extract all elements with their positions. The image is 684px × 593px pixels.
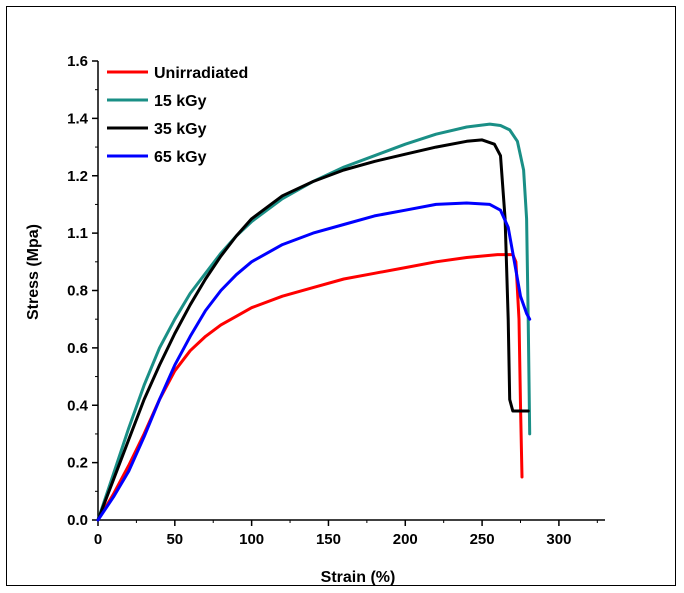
y-tick-label: 1.6	[67, 53, 88, 70]
x-tick-label: 200	[393, 531, 418, 548]
legend-label: 35 kGy	[154, 121, 207, 138]
legend: Unirradiated 15 kGy 35 kGy 65 kGy	[107, 65, 248, 166]
series-line-4	[96, 201, 532, 522]
x-tick-label: 150	[316, 531, 341, 548]
y-tick-label: 1.2	[67, 168, 88, 185]
x-tick-label: 0	[94, 531, 102, 548]
legend-label: 65 kGy	[154, 149, 207, 166]
axes: 0.0 0.2 0.4 0.6 0.8 1.1 1.2 1.4 1.6 0 50 100 150 200 2…	[67, 53, 605, 548]
y-tick-label: 1.1	[67, 225, 88, 242]
series-line-3	[96, 138, 530, 522]
y-tick-label: 0.8	[67, 283, 88, 300]
y-axis-title: Stress (Mpa)	[25, 224, 42, 320]
x-tick-label: 250	[470, 531, 495, 548]
y-tick-label: 0.2	[67, 455, 88, 472]
y-tick-label: 1.4	[67, 110, 89, 127]
x-tick-label: 50	[166, 531, 183, 548]
x-tick-label: 100	[239, 531, 264, 548]
series-layer	[96, 122, 532, 522]
x-axis-title: Strain (%)	[321, 569, 396, 586]
y-tick-label: 0.4	[67, 397, 89, 414]
series-line-1	[96, 253, 524, 522]
y-tick-label: 0.0	[67, 512, 88, 529]
legend-label: 15 kGy	[154, 93, 207, 110]
legend-label: Unirradiated	[154, 65, 248, 82]
x-tick-label: 300	[546, 531, 571, 548]
series-line-2	[96, 122, 532, 522]
y-tick-label: 0.6	[67, 340, 88, 357]
